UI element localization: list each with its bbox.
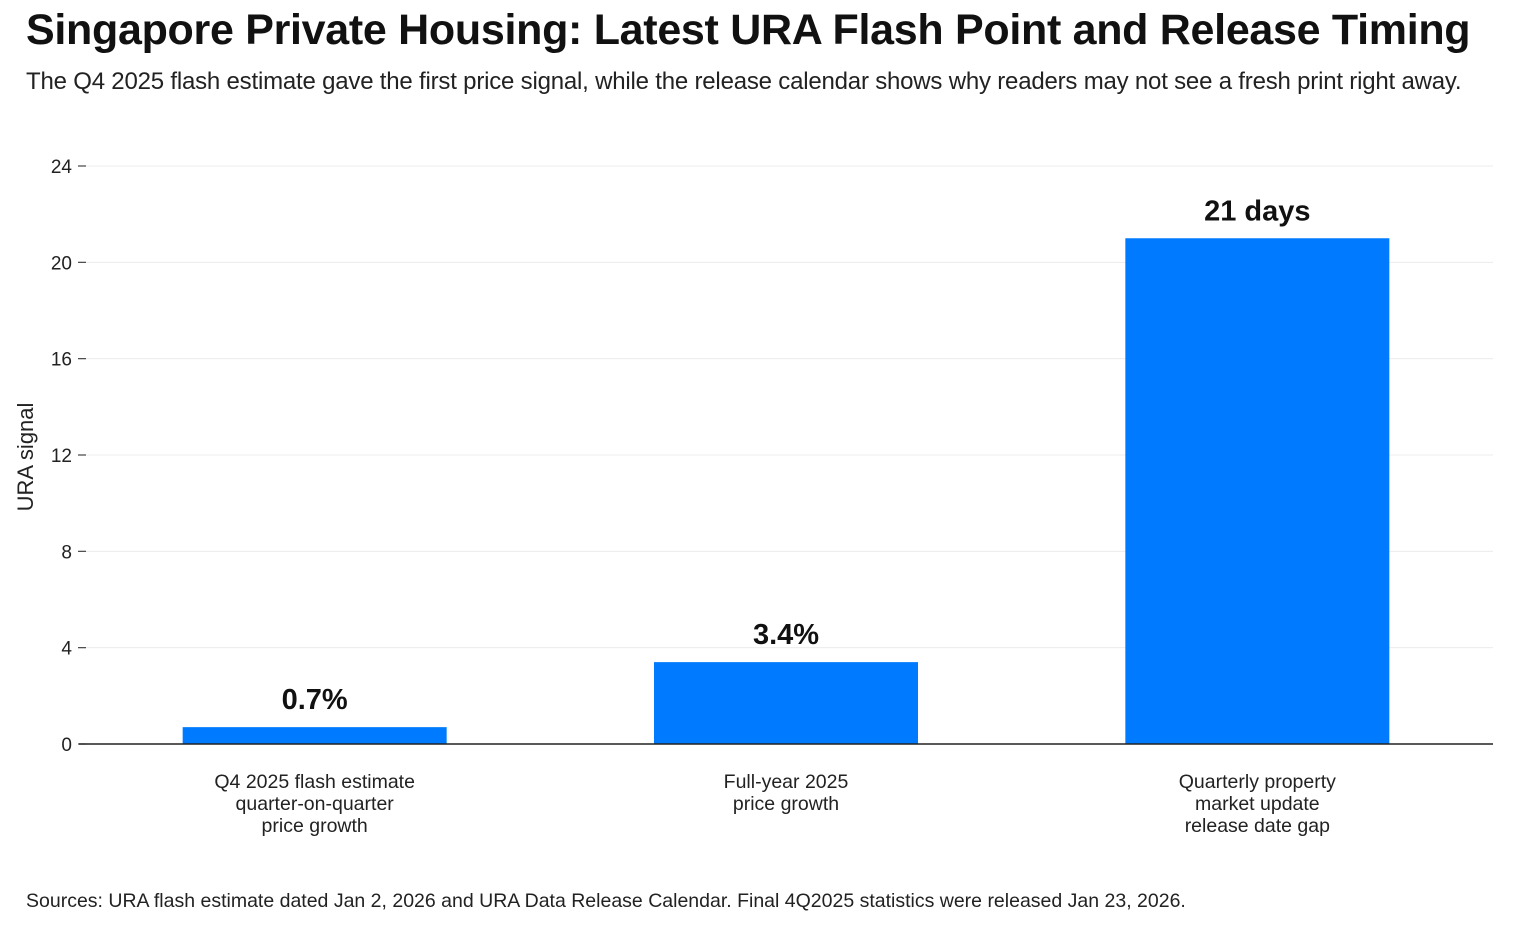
x-tick-label: quarter-on-quarter	[236, 793, 395, 815]
x-tick-label: price growth	[262, 815, 368, 837]
source-note: Sources: URA flash estimate dated Jan 2,…	[26, 890, 1186, 912]
y-tick-label: 8	[61, 542, 72, 563]
x-tick-label: release date gap	[1185, 815, 1330, 837]
x-tick-label: Quarterly property	[1179, 771, 1336, 793]
bar	[654, 662, 918, 744]
x-axis: Q4 2025 flash estimatequarter-on-quarter…	[214, 771, 1336, 837]
y-tick-label: 12	[51, 446, 72, 467]
bar	[182, 727, 447, 744]
y-tick-label: 24	[51, 157, 73, 178]
y-axis: 0 4 8 12 16 20 24	[51, 157, 86, 756]
y-axis-title: URA signal	[13, 403, 38, 512]
chart-title: Singapore Private Housing: Latest URA Fl…	[26, 6, 1471, 54]
data-label: 0.7%	[282, 684, 348, 716]
data-label: 21 days	[1204, 195, 1310, 227]
bar	[1125, 238, 1390, 744]
y-tick-label: 4	[61, 639, 72, 660]
y-tick-label: 20	[51, 253, 72, 274]
data-labels: 0.7% 3.4% 21 days	[282, 195, 1311, 716]
y-tick-label: 16	[51, 350, 72, 371]
x-tick-label: Full-year 2025	[724, 771, 849, 793]
chart-subtitle: The Q4 2025 flash estimate gave the firs…	[26, 68, 1462, 95]
bars	[182, 238, 1390, 744]
x-tick-label: Q4 2025 flash estimate	[214, 771, 415, 793]
data-label: 3.4%	[753, 619, 819, 651]
x-tick-label: market update	[1195, 793, 1320, 815]
y-tick-label: 0	[61, 735, 72, 756]
x-tick-label: price growth	[733, 793, 839, 815]
